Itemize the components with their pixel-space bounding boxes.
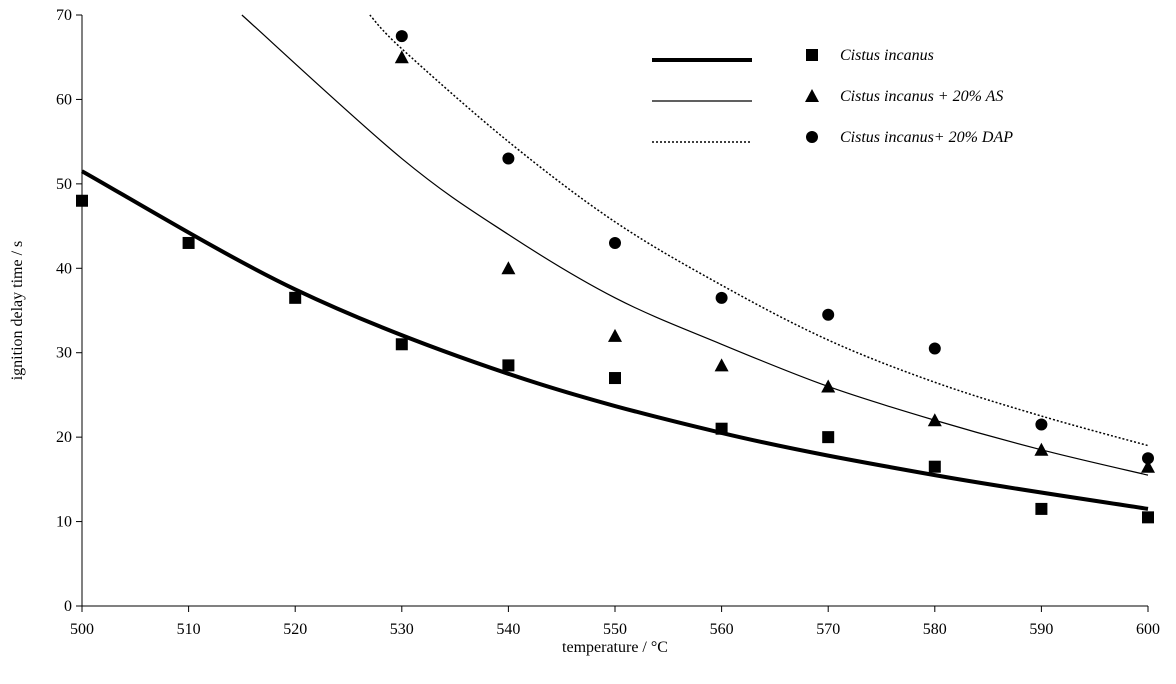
data-point-series-3 xyxy=(822,308,835,321)
y-tick-label: 20 xyxy=(56,429,72,446)
x-tick-label: 580 xyxy=(923,621,947,638)
markers xyxy=(76,30,1155,524)
data-point-series-3 xyxy=(609,236,621,249)
trend-lines xyxy=(81,14,1149,511)
x-tick-label: 510 xyxy=(177,621,201,638)
y-tick-label: 0 xyxy=(64,598,72,615)
legend-label-series-2: Cistus incanus + 20% AS xyxy=(840,88,1003,105)
x-tick-label: 500 xyxy=(70,621,94,638)
legend-marker-series-2 xyxy=(805,89,819,102)
plot-area: 0 10 20 30 40 50 60 70 500 510 520 530 540 550 560 570… xyxy=(56,7,1160,638)
data-point-series-1 xyxy=(502,359,515,372)
legend-marker-series-1 xyxy=(806,49,818,61)
x-tick-label: 540 xyxy=(496,621,520,638)
data-point-series-1 xyxy=(609,372,621,385)
data-point-series-1 xyxy=(1035,502,1048,515)
legend-label-series-1: Cistus incanus xyxy=(840,47,934,64)
y-tick-label: 10 xyxy=(56,514,72,531)
y-tick-label: 60 xyxy=(56,91,72,108)
data-point-series-2 xyxy=(394,50,409,64)
x-tick-label: 560 xyxy=(710,621,734,638)
x-tick-label: 600 xyxy=(1136,621,1160,638)
x-tick-label: 590 xyxy=(1029,621,1053,638)
y-tick-label: 50 xyxy=(56,176,72,193)
data-point-series-2 xyxy=(608,328,622,342)
data-point-series-1 xyxy=(182,236,195,249)
data-point-series-1 xyxy=(289,291,302,304)
x-tick-label: 570 xyxy=(816,621,840,638)
data-point-series-1 xyxy=(928,460,941,473)
x-tick-label: 530 xyxy=(390,621,414,638)
legend: Cistus incanus Cistus incanus + 20% AS Cis… xyxy=(652,47,1013,146)
trend-line-series-2 xyxy=(241,14,1149,476)
data-point-series-2 xyxy=(1141,459,1155,473)
x-ticks: 500 510 520 530 540 550 560 570 580 590 600 xyxy=(70,606,1160,638)
trend-line-series-1 xyxy=(81,169,1149,511)
x-tick-label: 520 xyxy=(283,621,307,638)
x-tick-label: 550 xyxy=(603,621,627,638)
y-tick-label: 30 xyxy=(56,345,72,362)
data-point-series-3 xyxy=(502,152,515,165)
y-tick-label: 70 xyxy=(56,7,72,24)
data-point-series-3 xyxy=(1035,418,1048,431)
y-ticks: 0 10 20 30 40 50 60 70 xyxy=(56,7,82,615)
data-point-series-1 xyxy=(1142,511,1154,524)
data-point-series-2 xyxy=(501,261,516,275)
data-point-series-3 xyxy=(715,291,728,304)
data-point-series-2 xyxy=(927,413,942,427)
data-point-series-2 xyxy=(821,379,836,393)
data-point-series-3 xyxy=(1142,452,1154,465)
data-point-series-3 xyxy=(928,342,941,355)
data-point-series-2 xyxy=(1034,442,1049,456)
y-tick-label: 40 xyxy=(56,260,72,277)
data-point-series-1 xyxy=(395,338,408,351)
y-axis-title: ignition delay time / s xyxy=(9,241,26,381)
data-point-series-2 xyxy=(714,358,729,372)
legend-label-series-3: Cistus incanus+ 20% DAP xyxy=(840,129,1013,146)
data-point-series-1 xyxy=(76,194,88,207)
legend-marker-series-3 xyxy=(806,131,818,143)
data-point-series-1 xyxy=(822,431,835,444)
data-point-series-1 xyxy=(715,422,728,435)
trend-line-series-3 xyxy=(369,14,1149,447)
x-axis-title: temperature / °C xyxy=(562,639,668,656)
data-point-series-3 xyxy=(395,30,408,43)
